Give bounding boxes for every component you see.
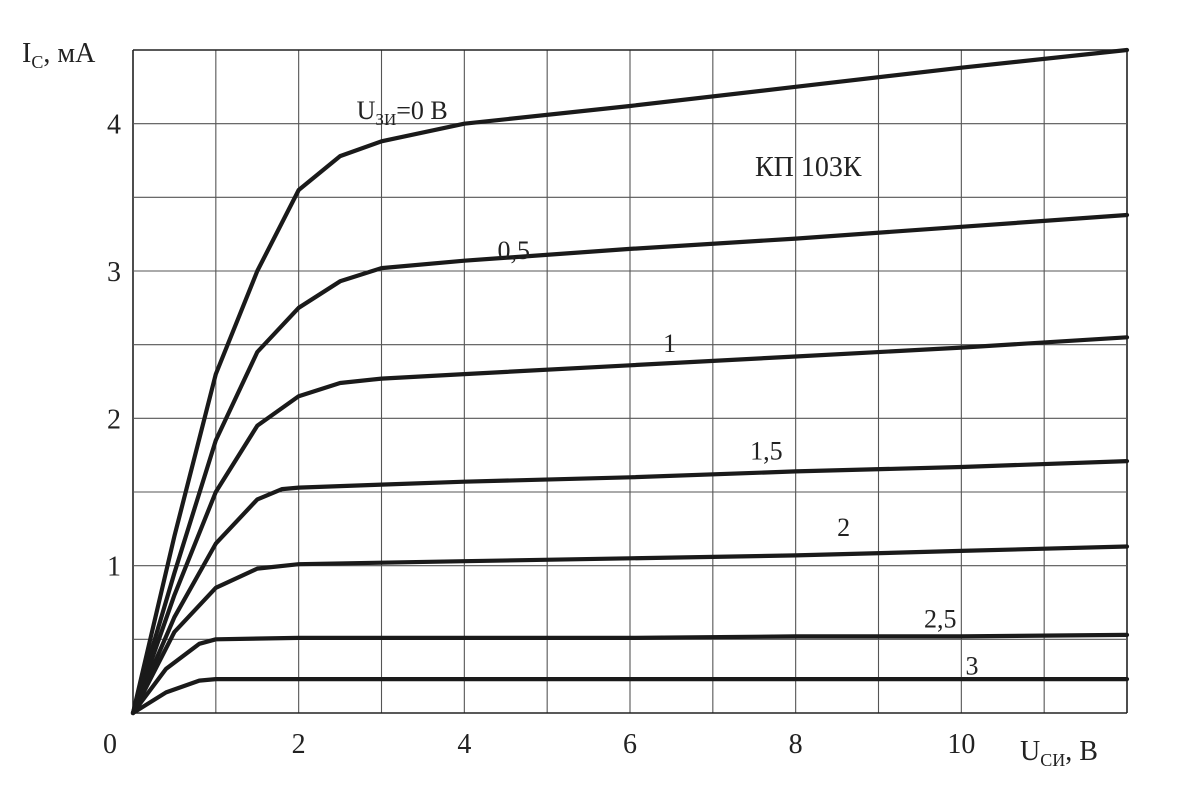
chart-curves xyxy=(130,47,1130,716)
series-label: 1 xyxy=(663,329,676,358)
x-tick-label: 10 xyxy=(947,729,975,760)
y-axis-label-unit: , мА xyxy=(43,38,96,69)
y-tick-label: 4 xyxy=(107,110,121,141)
x-axis-label-unit: , В xyxy=(1065,736,1098,767)
series-label-main: U xyxy=(357,96,376,125)
x-tick-label: 6 xyxy=(623,729,637,760)
series-label: 3 xyxy=(965,652,978,681)
y-axis-label: IС, мА xyxy=(22,38,96,72)
series-label: 2,5 xyxy=(924,605,957,634)
series-line-2 xyxy=(130,335,1130,716)
x-axis-label: UСИ, В xyxy=(1020,736,1098,770)
series-line-0 xyxy=(130,47,1130,716)
series-line-5 xyxy=(130,632,1130,716)
series-label: 0,5 xyxy=(497,236,530,265)
series-line-4 xyxy=(130,544,1130,716)
series-label-vgs-0: UЗИ=0 В xyxy=(357,96,448,129)
series-label: 1,5 xyxy=(750,437,783,466)
device-label: КП 103К xyxy=(755,152,862,183)
chart-grid xyxy=(132,49,1128,714)
y-tick-label: 2 xyxy=(107,404,121,435)
x-tick-label: 4 xyxy=(457,729,471,760)
x-tick-label: 2 xyxy=(292,729,306,760)
series-label-unit: =0 В xyxy=(396,96,448,125)
chart-curve-labels: 0,5 1 1,5 2 2,5 3 xyxy=(497,236,978,680)
series-line-3 xyxy=(130,459,1130,716)
x-axis-label-sub: СИ xyxy=(1040,750,1065,770)
y-tick-label: 3 xyxy=(107,257,121,288)
x-tick-label: 8 xyxy=(789,729,803,760)
y-axis-label-main: I xyxy=(22,38,31,69)
y-tick-label: 1 xyxy=(107,552,121,583)
y-axis-label-sub: С xyxy=(31,52,43,72)
series-label-sub: ЗИ xyxy=(375,110,396,129)
x-axis-label-main: U xyxy=(1020,736,1040,767)
series-line-1 xyxy=(130,212,1130,716)
x-tick-label: 0 xyxy=(103,729,117,760)
series-line-6 xyxy=(130,677,1130,716)
series-label: 2 xyxy=(837,513,850,542)
